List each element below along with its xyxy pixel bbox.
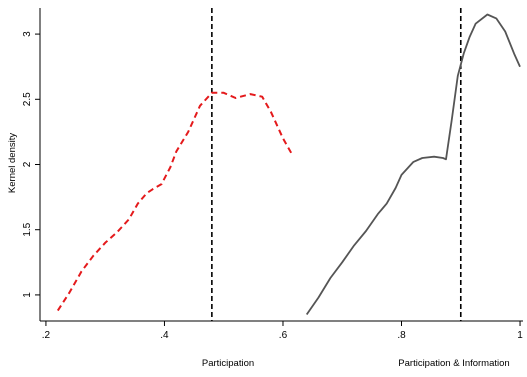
y-tick-label: 1 — [22, 292, 33, 298]
x-axis-title-participation: Participation — [202, 358, 254, 369]
y-tick-label: 2.5 — [22, 92, 33, 106]
x-tick-label: .4 — [160, 330, 169, 341]
reference-lines — [211, 8, 462, 321]
x-tick-label: .2 — [42, 330, 51, 341]
y-axis-title: Kernel density — [7, 133, 18, 193]
y-tick-label: 1.5 — [22, 222, 33, 236]
y-tick-label: 2 — [22, 161, 33, 167]
x-axis-title-participation-information: Participation & Information — [398, 358, 509, 369]
series-layer — [56, 13, 521, 316]
x-tick-label: .6 — [279, 330, 288, 341]
y-tick-label: 3 — [22, 31, 33, 37]
density-line-participation — [56, 91, 293, 312]
density-line-participation-information — [305, 13, 521, 316]
x-tick-label: .8 — [397, 330, 406, 341]
axes: .2 .4 .6 .8 1 1 1.5 2 2.5 3 — [22, 8, 523, 341]
x-tick-label: 1 — [517, 330, 523, 341]
